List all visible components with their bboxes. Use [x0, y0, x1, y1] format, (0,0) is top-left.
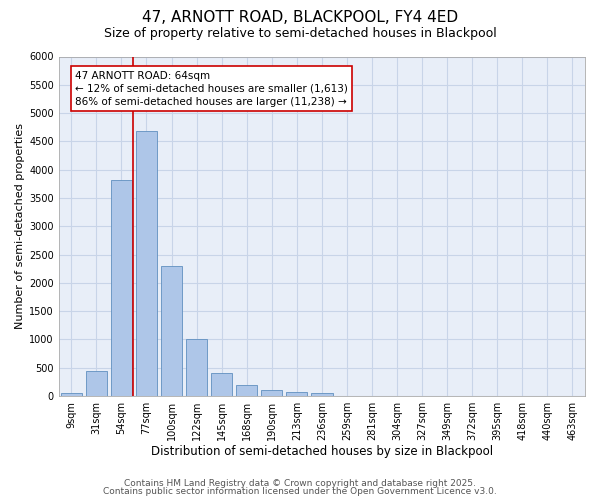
Text: 47, ARNOTT ROAD, BLACKPOOL, FY4 4ED: 47, ARNOTT ROAD, BLACKPOOL, FY4 4ED [142, 10, 458, 25]
Text: Contains public sector information licensed under the Open Government Licence v3: Contains public sector information licen… [103, 487, 497, 496]
Bar [186, 340, 207, 396]
Text: Size of property relative to semi-detached houses in Blackpool: Size of property relative to semi-detach… [104, 28, 496, 40]
X-axis label: Distribution of semi-detached houses by size in Blackpool: Distribution of semi-detached houses by … [151, 444, 493, 458]
Bar [211, 373, 232, 396]
Bar [236, 385, 257, 396]
Text: Contains HM Land Registry data © Crown copyright and database right 2025.: Contains HM Land Registry data © Crown c… [124, 478, 476, 488]
Bar [286, 392, 307, 396]
Bar [136, 131, 157, 396]
Y-axis label: Number of semi-detached properties: Number of semi-detached properties [15, 124, 25, 330]
Bar [61, 394, 82, 396]
Bar [161, 266, 182, 396]
Bar [86, 371, 107, 396]
Bar [111, 180, 132, 396]
Bar [261, 390, 283, 396]
Text: 47 ARNOTT ROAD: 64sqm
← 12% of semi-detached houses are smaller (1,613)
86% of s: 47 ARNOTT ROAD: 64sqm ← 12% of semi-deta… [75, 70, 348, 107]
Bar [311, 392, 332, 396]
